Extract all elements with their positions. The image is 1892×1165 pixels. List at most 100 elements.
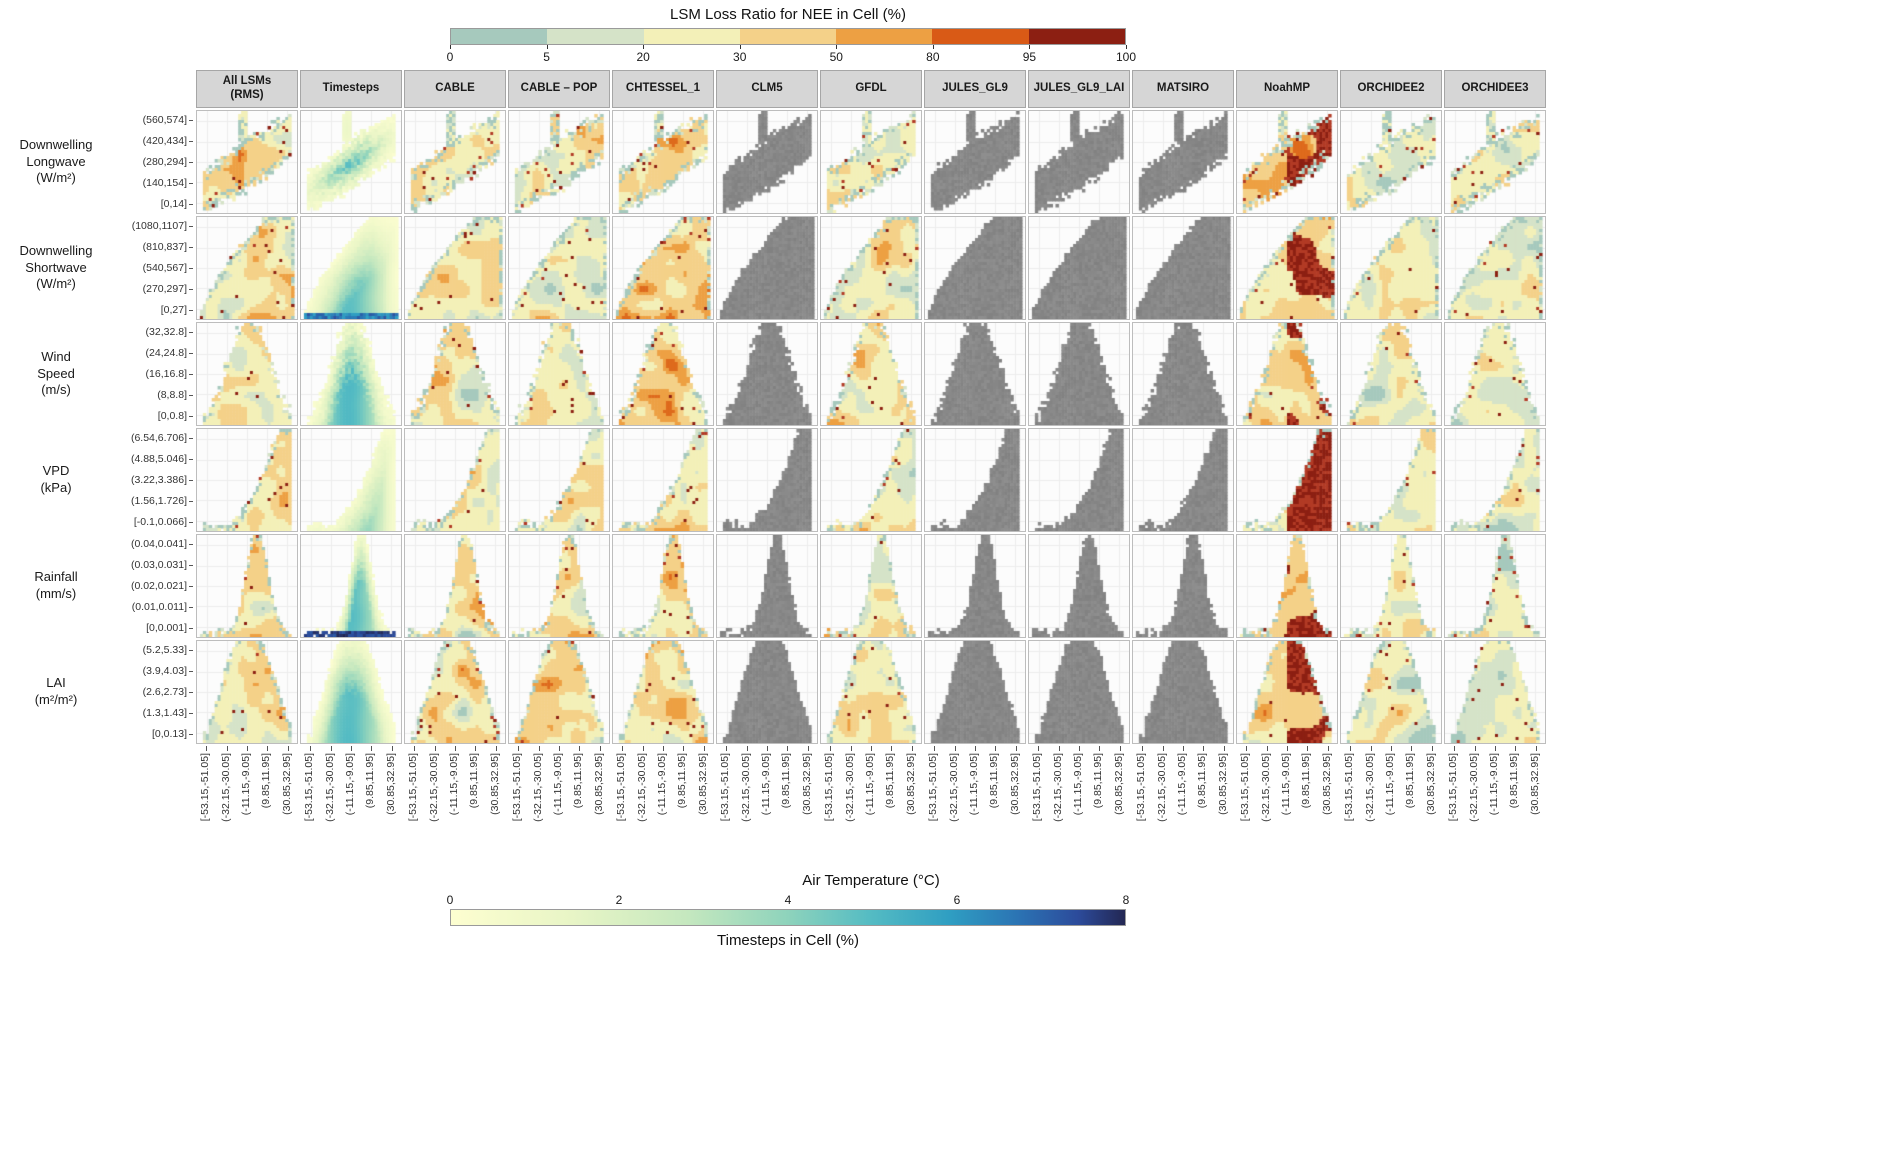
x-tick-label: (30.85,32.95] [488,753,501,815]
x-tick-mark [1183,746,1184,751]
facet-panel-r2-c4 [612,322,714,426]
facet-heatmap-canvas [717,111,817,213]
facet-panel-r4-c6 [820,534,922,638]
row-label-1: Downwelling Shortwave (W/m²) [19,242,93,292]
y-tick-mark [189,332,193,334]
y-tick-mark [189,459,193,461]
facet-panel-r0-c8 [1028,110,1130,214]
x-tick-mark [995,746,997,751]
x-axis-ticks-col-6: [-53.15,-51.05] (-32.15,-30.05] (-11.15,-9… [820,746,922,868]
x-axis-ticks-col-12: [-53.15,-51.05] (-32.15,-30.05] (-11.15,-9… [1444,746,1546,868]
x-tick-label: [-53.15,-51.05] [303,753,316,822]
facet-heatmap-canvas [301,323,401,425]
facet-heatmap-canvas [1133,535,1233,637]
facet-heatmap-canvas [925,641,1025,743]
x-axis-ticks-col-2: [-53.15,-51.05] (-32.15,-30.05] (-11.15,-9… [404,746,506,868]
x-tick-mark [642,746,644,751]
facet-panel-r3-c8 [1028,428,1130,532]
facet-heatmap-canvas [301,535,401,637]
facet-heatmap-canvas [301,641,401,743]
x-tick-label: [-53.15,-51.05] [1343,753,1356,822]
y-axis-ticks-3: (6.54,6.706] (4.88,5.046] (3.22,3.386] (1.5… [114,428,194,532]
facet-heatmap-canvas [1029,323,1129,425]
facet-panel-r1-c4 [612,216,714,320]
facet-heatmap-canvas [1341,111,1441,213]
facet-heatmap-canvas [509,323,609,425]
y-tick-label: (560,574] [142,114,187,127]
x-tick-mark [391,746,393,751]
x-tick-mark [703,746,705,751]
x-tick-mark [206,746,208,751]
x-tick-mark [1079,746,1080,751]
facet-panel-r2-c5 [716,322,818,426]
column-header-8: JULES_GL9_LAI [1028,70,1130,108]
bottom-colorbar-tick-label: 2 [615,893,623,907]
row-label-2: Wind Speed (m/s) [37,348,75,398]
x-tick-label: (-32.15,-30.05] [427,753,440,822]
top-colorbar-tick-mark [1126,45,1127,49]
facet-panel-r4-c5 [716,534,818,638]
x-tick-mark [891,746,893,751]
row-label-5: LAI (m²/m²) [34,675,78,707]
top-colorbar: LSM Loss Ratio for NEE in Cell (%) 0 5 20 3… [447,6,1136,65]
x-tick-mark [1535,746,1537,751]
facet-heatmap-canvas [821,111,921,213]
top-colorbar-tick-label: 20 [636,50,650,64]
facet-heatmap-canvas [1445,217,1545,319]
facet-panel-r1-c1 [300,216,402,320]
facet-panel-r5-c3 [508,640,610,744]
facet-heatmap-canvas [613,535,713,637]
bottom-colorbar-title: Timesteps in Cell (%) [717,932,859,949]
facet-panel-r2-c7 [924,322,1026,426]
top-colorbar-segment-3 [739,29,837,44]
facet-panel-r3-c11 [1340,428,1442,532]
facet-panel-r1-c9 [1132,216,1234,320]
x-tick-label: (9.85,11.95] [260,753,273,809]
facet-heatmap-canvas [197,217,297,319]
facet-heatmap-canvas [405,535,505,637]
facet-heatmap-canvas [821,429,921,531]
facet-heatmap-canvas [197,111,297,213]
x-tick-label: [-53.15,-51.05] [719,753,732,822]
bottom-colorbar-ticks: 0 2 4 6 8 [447,893,1130,909]
y-tick-label: [0,14] [160,197,187,210]
x-tick-mark [330,746,332,751]
y-tick-mark [189,521,193,523]
y-tick-label: [0,0.001] [146,621,187,634]
facet-panel-r4-c3 [508,534,610,638]
facet-heatmap-canvas [405,641,505,743]
y-tick-label: (280,294] [142,156,187,168]
top-colorbar-tick-label: 80 [926,50,940,64]
x-tick-mark [1058,746,1060,751]
y-tick-label: (0.01,0.011] [131,600,187,613]
x-tick-mark [267,746,269,751]
x-tick-label: (30.85,32.95] [1424,753,1437,815]
facet-heatmap-canvas [613,323,713,425]
x-tick-label: [-53.15,-51.05] [1135,753,1148,822]
facet-panel-r1-c6 [820,216,922,320]
x-tick-label: (-11.15,-9.05] [344,753,356,816]
facet-heatmap-canvas [405,429,505,531]
facet-panel-r5-c4 [612,640,714,744]
x-tick-label: [-53.15,-51.05] [199,753,212,822]
x-tick-mark [975,746,976,751]
x-tick-mark [1246,746,1248,751]
top-colorbar-segment-5 [932,29,1029,44]
facet-panel-r3-c2 [404,428,506,532]
facet-heatmap-canvas [717,323,817,425]
bottom-colorbar-tick-label: 6 [953,893,961,907]
y-tick-label: (810,837] [142,241,187,254]
x-tick-mark [1142,746,1144,751]
facet-heatmap-canvas [613,641,713,743]
y-tick-mark [189,438,193,440]
x-tick-mark [934,746,936,751]
x-tick-label: (30.85,32.95] [800,753,813,815]
x-tick-mark [351,746,352,751]
facet-panel-r1-c5 [716,216,818,320]
y-tick-mark [189,120,193,122]
facet-panel-r5-c11 [1340,640,1442,744]
x-tick-label: (-32.15,-30.05] [843,753,856,822]
x-tick-label: (-32.15,-30.05] [739,753,752,822]
x-tick-label: (-11.15,-9.05] [1176,753,1188,816]
